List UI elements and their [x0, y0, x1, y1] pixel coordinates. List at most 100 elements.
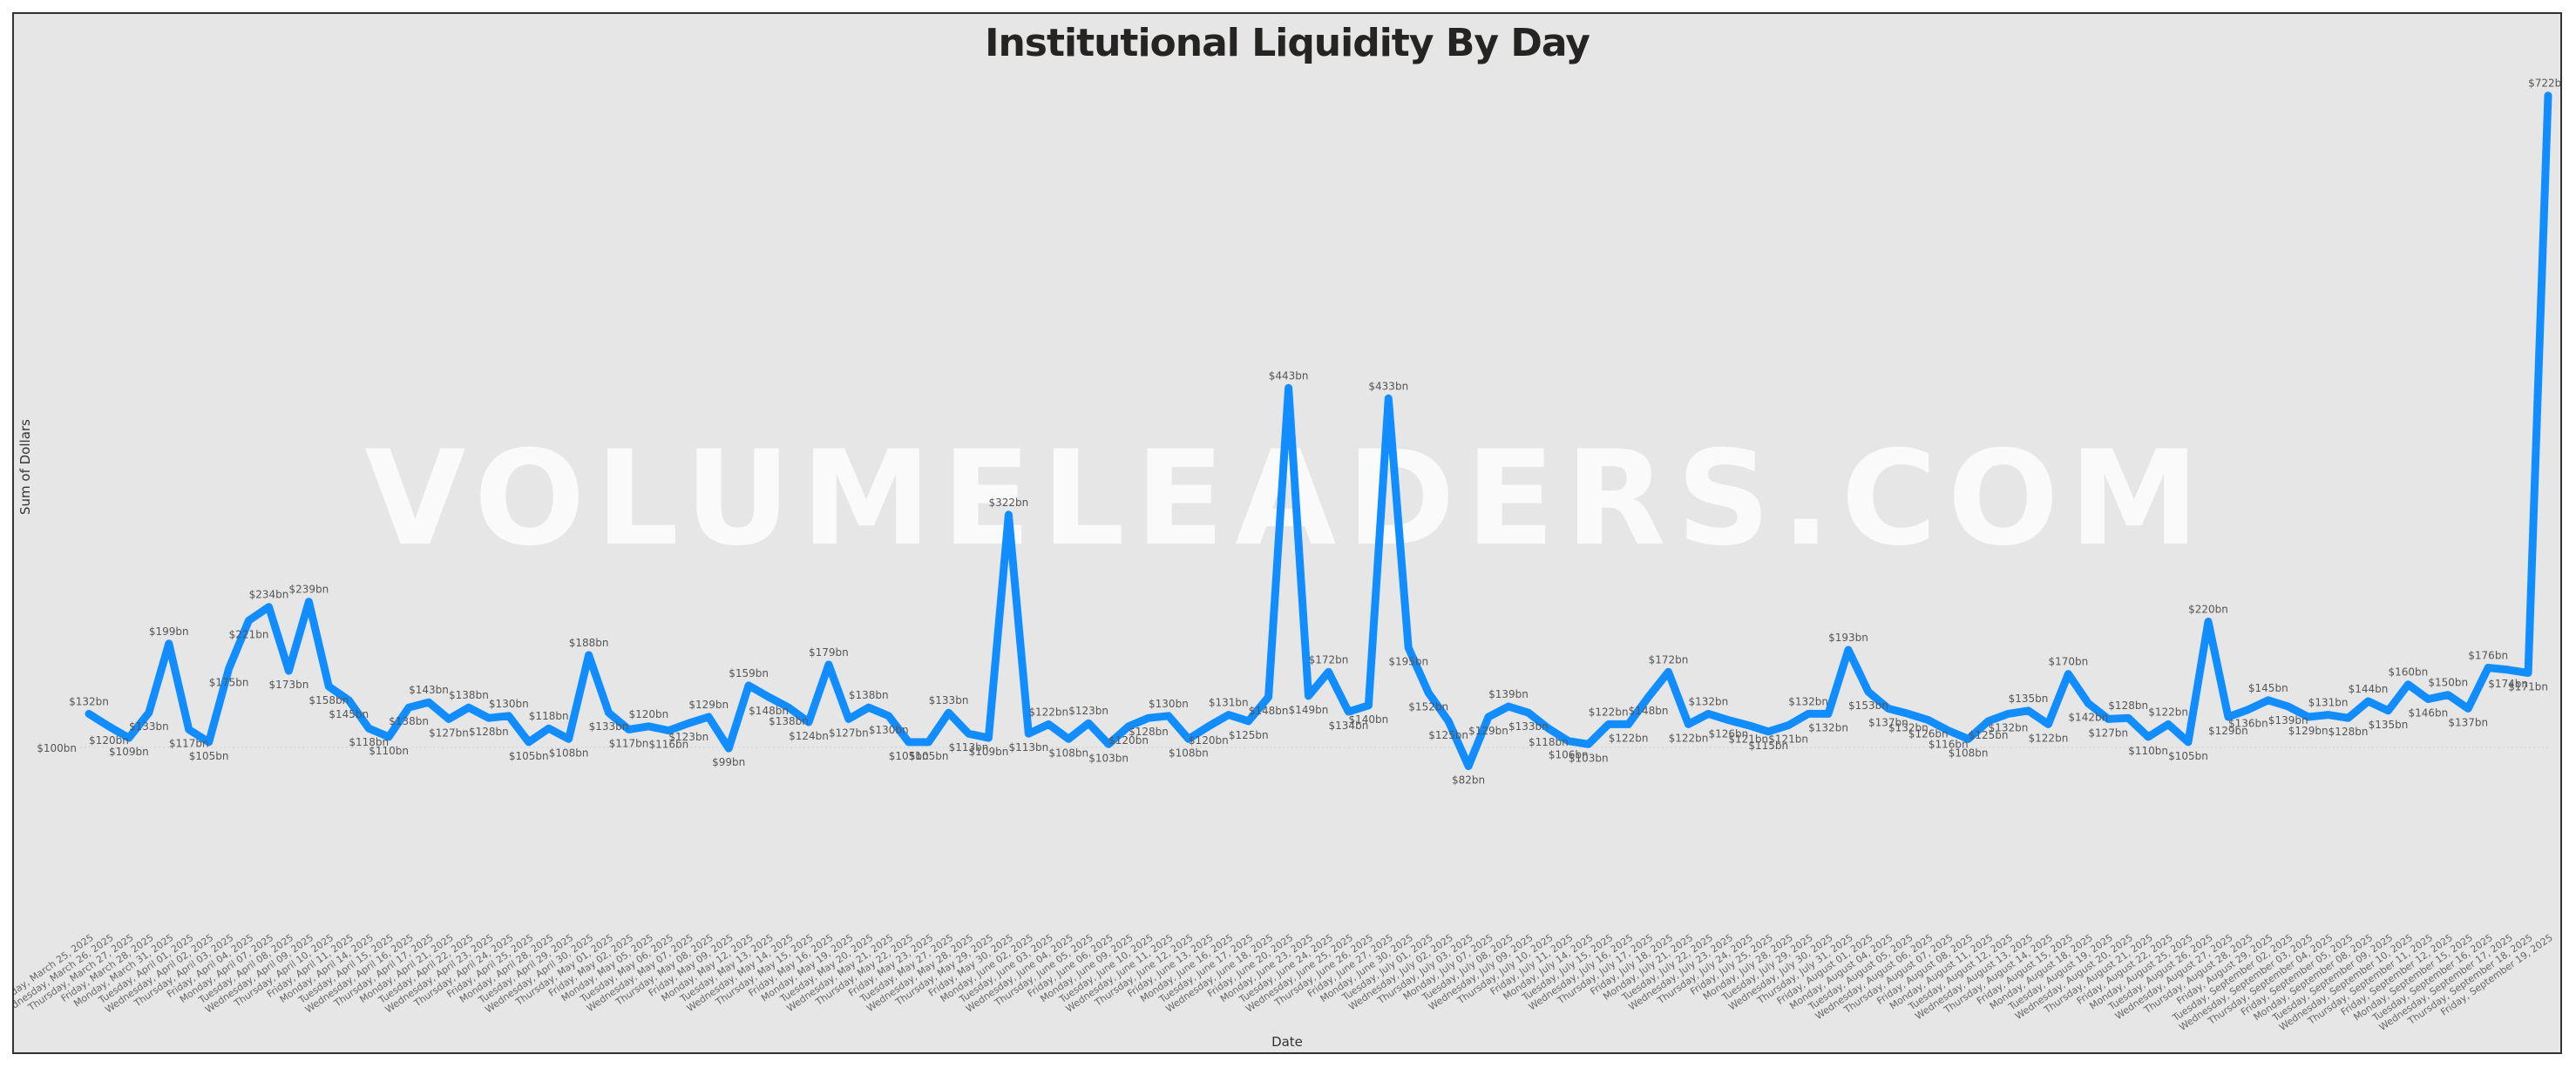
data-label: $148bn: [1629, 705, 1669, 717]
data-point: [2387, 709, 2390, 712]
data-point: [428, 701, 430, 704]
data-point: [2007, 713, 2010, 715]
data-point: [827, 663, 830, 666]
data-label: $122bn: [2029, 732, 2069, 744]
data-label: $148bn: [1249, 705, 1289, 717]
data-label: $120bn: [1108, 734, 1149, 747]
data-point: [2287, 705, 2289, 707]
data-label: $136bn: [2228, 718, 2268, 730]
data-label: $138bn: [849, 689, 889, 701]
data-point: [947, 712, 950, 714]
data-label: $115bn: [1748, 740, 1788, 752]
data-point: [88, 713, 90, 715]
data-label: $126bn: [1908, 728, 1949, 740]
data-point: [1967, 738, 1969, 740]
data-point: [2247, 708, 2249, 711]
data-point: [1547, 727, 1549, 730]
data-point: [1407, 646, 1410, 649]
data-point: [1507, 705, 1509, 707]
data-point: [447, 718, 450, 720]
data-label: $121bn: [1768, 733, 1808, 746]
data-label: $120bn: [89, 734, 129, 747]
data-point: [1627, 723, 1630, 726]
data-point: [2527, 672, 2530, 674]
data-point: [1247, 720, 1250, 722]
data-label: $138bn: [449, 689, 489, 701]
data-label: $127bn: [829, 727, 869, 739]
data-point: [1427, 692, 1430, 694]
data-label: $120bn: [1189, 734, 1229, 747]
data-label: $122bn: [1609, 732, 1649, 744]
data-point: [2147, 735, 2150, 738]
data-label: $105bn: [889, 750, 929, 762]
y-axis-label: Sum of Dollars: [17, 419, 33, 515]
data-label: $172bn: [1309, 653, 1349, 666]
data-point: [507, 714, 510, 717]
data-label: $132bn: [1788, 695, 1828, 707]
data-point: [2107, 718, 2110, 720]
data-point: [1027, 733, 1030, 735]
data-label: $188bn: [569, 637, 609, 649]
data-label: $139bn: [1488, 688, 1529, 700]
data-label: $173bn: [269, 679, 309, 691]
data-point: [547, 727, 550, 730]
data-label: $143bn: [409, 684, 449, 696]
data-point: [1147, 717, 1149, 720]
data-point: [1227, 713, 1230, 716]
data-label: $128bn: [2108, 700, 2148, 712]
data-label: $443bn: [1269, 369, 1309, 382]
data-point: [2207, 620, 2209, 623]
data-label: $239bn: [288, 584, 329, 596]
data-label: $133bn: [1508, 720, 1549, 733]
data-label: $103bn: [1569, 752, 1609, 764]
line-chart: $100bn$132bn$120bn$109bn$133bn$199bn$117…: [14, 78, 2560, 1033]
data-point: [1327, 671, 1330, 673]
data-point: [607, 712, 610, 714]
data-point: [2407, 683, 2410, 686]
data-label: $108bn: [1169, 747, 1209, 759]
data-label: $123bn: [1068, 705, 1108, 717]
data-label: $124bn: [789, 730, 829, 742]
data-label: $116bn: [1929, 739, 1969, 751]
data-point: [1867, 691, 1869, 693]
data-label: $130bn: [869, 724, 909, 736]
data-label: $137bn: [1868, 716, 1908, 728]
data-point: [2447, 693, 2450, 696]
data-label: $146bn: [2408, 707, 2448, 720]
data-point: [247, 619, 250, 622]
data-point: [1687, 723, 1690, 726]
data-point: [207, 740, 210, 743]
data-point: [2227, 715, 2229, 718]
data-point: [1607, 723, 1610, 726]
data-label: $138bn: [769, 715, 809, 727]
data-label: $109bn: [969, 746, 1009, 758]
data-point: [328, 686, 330, 688]
data-label: $150bn: [2428, 677, 2468, 689]
data-point: [2327, 713, 2329, 716]
data-point: [167, 642, 170, 645]
data-point: [1068, 738, 1070, 740]
data-label: $131bn: [1209, 697, 1249, 709]
data-label: $130bn: [1149, 698, 1189, 710]
data-point: [1647, 696, 1650, 699]
data-label: $174bn: [2488, 678, 2528, 690]
data-point: [127, 737, 130, 740]
data-point: [1827, 713, 1830, 715]
data-label: $109bn: [109, 746, 149, 758]
data-point: [2367, 700, 2369, 702]
data-label: $135bn: [2009, 693, 2049, 705]
series-line: [85, 91, 2552, 770]
data-label: $171bn: [2508, 680, 2548, 693]
data-label: $128bn: [469, 726, 509, 738]
data-label: $113bn: [1008, 741, 1048, 754]
data-label: $160bn: [2389, 666, 2429, 679]
data-point: [867, 706, 870, 709]
data-point: [1468, 765, 1470, 767]
data-label: $129bn: [1468, 725, 1508, 737]
data-label: $175bn: [209, 677, 249, 689]
data-label: $149bn: [1289, 704, 1329, 716]
data-point: [1667, 671, 1670, 673]
data-point: [2187, 740, 2190, 743]
data-label: $220bn: [2188, 604, 2228, 616]
data-point: [587, 654, 590, 657]
